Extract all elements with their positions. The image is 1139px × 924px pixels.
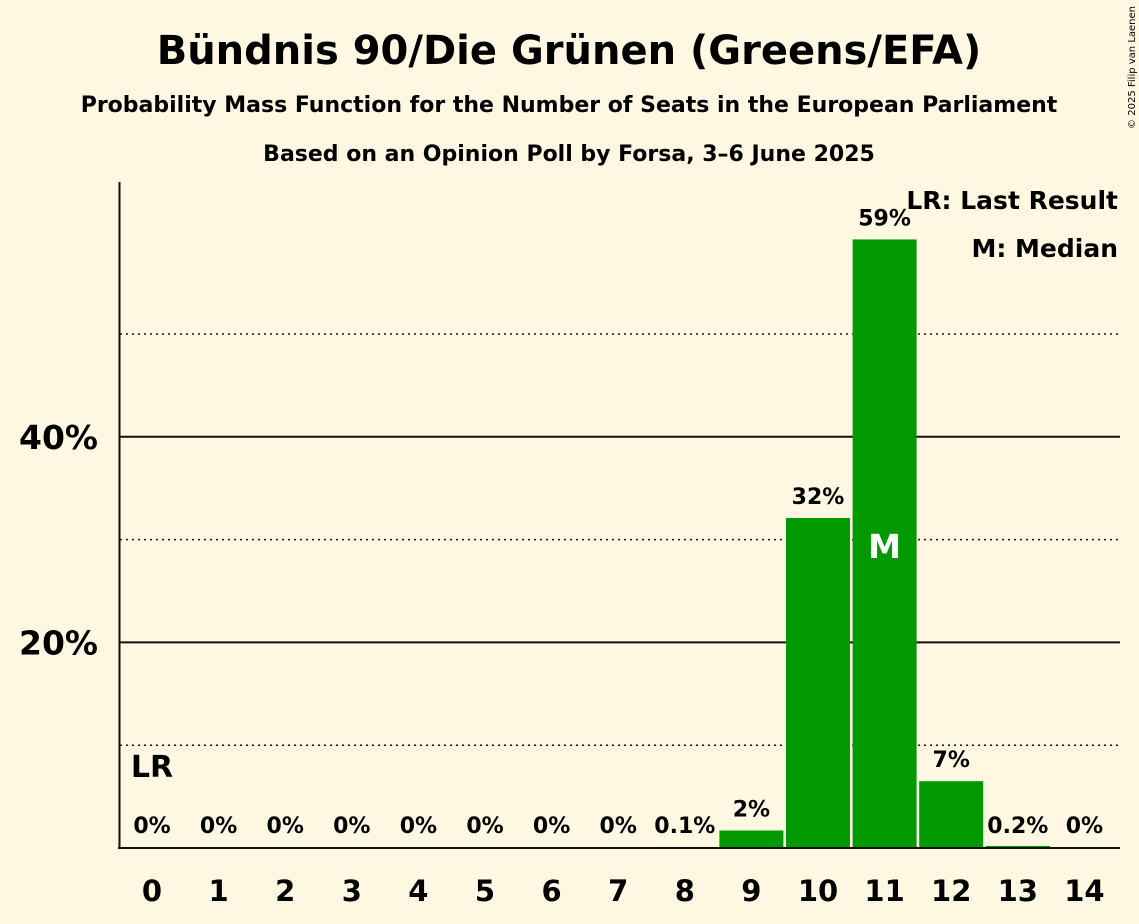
bars: [652, 239, 1050, 848]
x-tick-9: 9: [741, 874, 761, 908]
chart-source: Based on an Opinion Poll by Forsa, 3–6 J…: [263, 142, 875, 167]
value-label-5: 0%: [466, 814, 503, 839]
bar-9: [719, 830, 784, 848]
value-label-11: 59%: [858, 206, 911, 231]
value-label-9: 2%: [733, 798, 770, 823]
median-marker: M: [868, 527, 901, 566]
value-label-10: 32%: [792, 485, 845, 510]
gridlines: [120, 333, 1120, 746]
value-label-12: 7%: [933, 748, 970, 773]
x-tick-11: 11: [864, 874, 904, 908]
x-tick-4: 4: [408, 874, 428, 908]
value-label-8: 0.1%: [654, 814, 715, 839]
value-label-14: 0%: [1066, 814, 1103, 839]
x-tick-1: 1: [209, 874, 229, 908]
value-label-13: 0.2%: [987, 814, 1048, 839]
value-label-4: 0%: [400, 814, 437, 839]
y-tick-40: 40%: [19, 418, 98, 457]
bar-12: [919, 781, 984, 848]
x-tick-12: 12: [931, 874, 971, 908]
x-tick-8: 8: [675, 874, 695, 908]
value-label-3: 0%: [333, 814, 370, 839]
labels: 0%00%10%20%30%40%50%60%70.1%82%932%1059%…: [19, 206, 1105, 908]
bar-10: [786, 518, 850, 848]
x-tick-13: 13: [998, 874, 1038, 908]
x-tick-3: 3: [342, 874, 362, 908]
x-tick-10: 10: [798, 874, 838, 908]
x-tick-6: 6: [542, 874, 562, 908]
value-label-2: 0%: [267, 814, 304, 839]
copyright-notice: © 2025 Filip van Laenen: [1127, 6, 1138, 129]
y-tick-20: 20%: [19, 623, 98, 662]
bar-11: [852, 239, 917, 848]
chart-subtitle: Probability Mass Function for the Number…: [81, 93, 1058, 118]
x-tick-2: 2: [275, 874, 295, 908]
value-label-7: 0%: [600, 814, 637, 839]
legend-median: M: Median: [971, 234, 1118, 263]
value-label-1: 0%: [200, 814, 237, 839]
bar-13: [985, 845, 1050, 848]
value-label-0: 0%: [133, 814, 170, 839]
x-tick-5: 5: [475, 874, 495, 908]
last-result-marker: LR: [131, 750, 173, 785]
chart-title: Bündnis 90/Die Grünen (Greens/EFA): [157, 28, 982, 74]
x-tick-14: 14: [1064, 874, 1104, 908]
value-label-6: 0%: [533, 814, 570, 839]
x-tick-0: 0: [142, 874, 162, 908]
x-tick-7: 7: [608, 874, 628, 908]
legend-last-result: LR: Last Result: [906, 186, 1118, 215]
